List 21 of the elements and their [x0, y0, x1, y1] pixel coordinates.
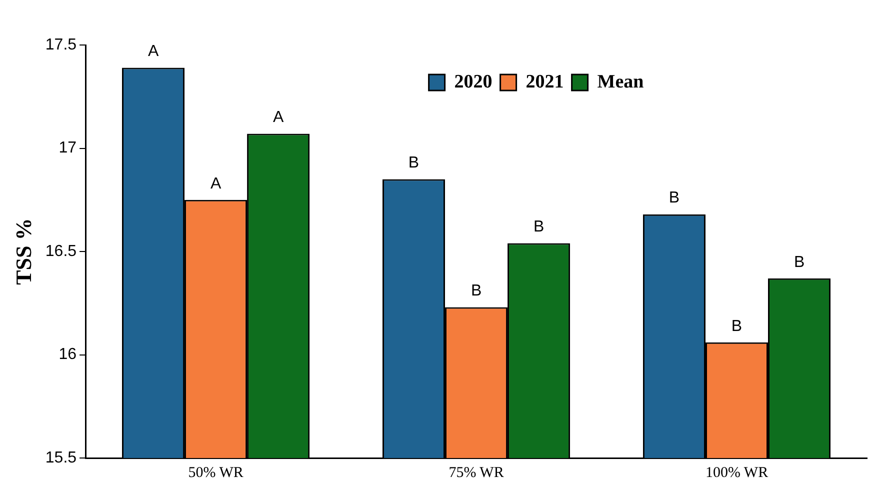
y-tick-label: 15.5 — [45, 449, 77, 466]
y-tick-label: 17.5 — [45, 36, 77, 54]
legend-label: Mean — [597, 71, 644, 92]
annotation: B — [668, 190, 680, 207]
x-tick-label: 50% WR — [188, 464, 244, 481]
annotation: B — [408, 154, 420, 172]
y-axis-title: TSS % — [10, 218, 36, 285]
annotation: A — [148, 43, 159, 60]
legend-label: 2020 — [454, 71, 492, 92]
y-tick-label: 16 — [58, 346, 77, 364]
x-tick-label: 75% WR — [448, 464, 504, 481]
annotation: A — [210, 175, 222, 192]
legend-label: 2021 — [526, 71, 564, 92]
annotation: A — [272, 109, 284, 126]
x-tick-label: 100% WR — [705, 464, 768, 481]
y-tick-label: 16.5 — [45, 242, 77, 260]
annotation: B — [533, 218, 544, 236]
annotation: B — [470, 282, 482, 300]
y-tick-label: 17 — [58, 140, 77, 157]
annotation: B — [731, 318, 742, 335]
annotation: B — [794, 254, 805, 271]
